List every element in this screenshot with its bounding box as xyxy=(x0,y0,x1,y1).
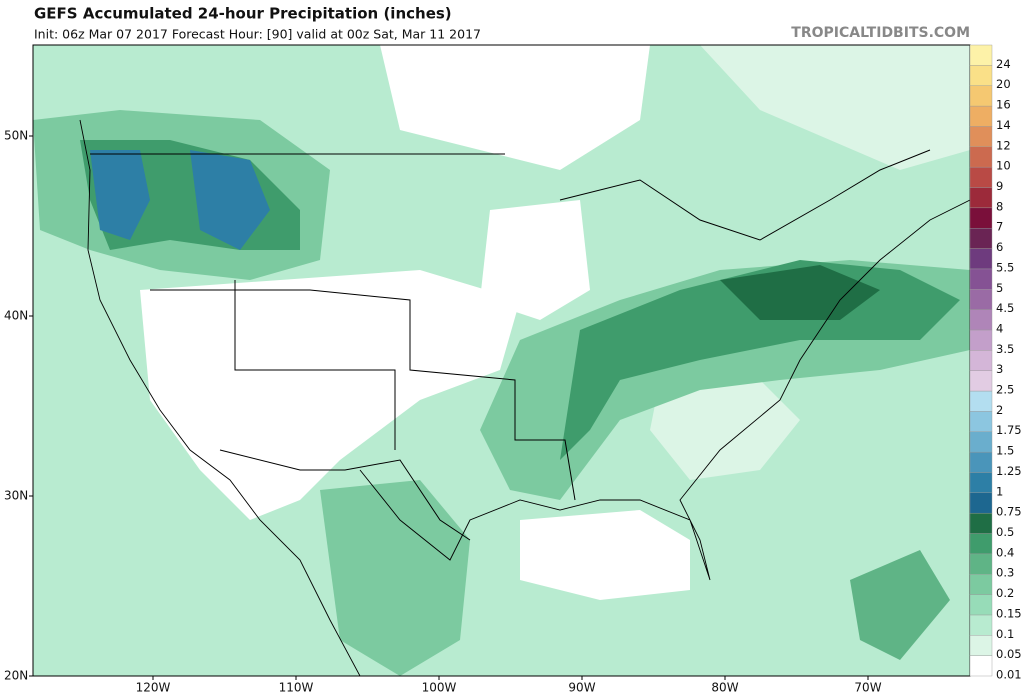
lon-labels: 120W 110W 100W 90W 80W 70W xyxy=(136,676,882,695)
colorbar-swatch xyxy=(969,329,993,351)
colorbar-swatch xyxy=(969,85,993,107)
colorbar-label: 6 xyxy=(996,240,1003,254)
colorbar-label: 0.15 xyxy=(996,606,1022,620)
colorbar-label: 0.3 xyxy=(996,566,1014,580)
watermark: TROPICALTIDBITS.COM xyxy=(791,25,970,41)
colorbar-label: 0.5 xyxy=(996,525,1014,539)
colorbar-label: 4.5 xyxy=(996,301,1014,315)
colorbar-label: 5.5 xyxy=(996,260,1014,274)
colorbar-swatch xyxy=(969,512,993,534)
colorbar-swatch xyxy=(969,574,993,595)
colorbar-label: 2.5 xyxy=(996,383,1014,397)
colorbar-label: 14 xyxy=(996,118,1011,132)
colorbar-swatch xyxy=(969,411,993,432)
colorbar-swatch xyxy=(969,65,993,86)
colorbar-label: 16 xyxy=(996,98,1011,112)
colorbar-label: 24 xyxy=(996,57,1011,71)
colorbar-label: 5 xyxy=(996,281,1003,295)
subtitle: Init: 06z Mar 07 2017 Forecast Hour: [90… xyxy=(34,27,481,42)
colorbar-swatch xyxy=(969,472,993,494)
lat-label: 20N xyxy=(4,669,28,683)
lat-labels: 50N 40N 30N 20N xyxy=(4,129,33,683)
colorbar-swatch xyxy=(969,146,993,168)
colorbar-label: 1 xyxy=(996,484,1003,498)
colorbar-swatch xyxy=(969,227,993,249)
colorbar-swatch xyxy=(969,248,993,270)
colorbar-label: 0.05 xyxy=(996,647,1022,661)
colorbar-label: 10 xyxy=(996,159,1011,173)
colorbar-swatch xyxy=(969,166,993,188)
title: GEFS Accumulated 24-hour Precipitation (… xyxy=(34,5,452,23)
lon-label: 80W xyxy=(711,681,738,695)
colorbar-swatch xyxy=(969,492,993,514)
colorbar-swatch xyxy=(969,268,993,290)
colorbar-swatch xyxy=(969,655,993,677)
colorbar: 0.01 0.05 0.1 0.15 0.2 0.3 0.4 0.5 0.75 1 1.25 1.5 1… xyxy=(969,44,1022,682)
lon-label: 120W xyxy=(136,681,171,695)
colorbar-label: 3.5 xyxy=(996,342,1014,356)
colorbar-swatch xyxy=(969,105,993,127)
colorbar-label: 2 xyxy=(996,403,1003,417)
colorbar-swatch xyxy=(969,350,993,371)
colorbar-swatch xyxy=(969,44,993,66)
lat-label: 40N xyxy=(4,309,28,323)
colorbar-label: 1.5 xyxy=(996,444,1014,458)
colorbar-swatch xyxy=(969,207,993,229)
colorbar-swatch xyxy=(969,553,993,575)
colorbar-label: 20 xyxy=(996,77,1011,91)
colorbar-label: 0.01 xyxy=(996,668,1022,682)
colorbar-swatch xyxy=(969,370,993,392)
colorbar-swatch xyxy=(969,431,993,453)
colorbar-label: 7 xyxy=(996,220,1003,234)
lon-label: 100W xyxy=(422,681,457,695)
colorbar-label: 1.75 xyxy=(996,423,1022,437)
colorbar-swatch xyxy=(969,390,993,412)
map xyxy=(32,44,971,677)
colorbar-label: 9 xyxy=(996,179,1003,193)
colorbar-label: 3 xyxy=(996,362,1003,376)
colorbar-label: 0.1 xyxy=(996,627,1014,641)
lon-label: 70W xyxy=(854,681,881,695)
lon-label: 90W xyxy=(568,681,595,695)
colorbar-label: 0.75 xyxy=(996,505,1022,519)
colorbar-swatch xyxy=(969,635,993,656)
colorbar-swatch xyxy=(969,309,993,331)
colorbar-label: 8 xyxy=(996,199,1003,213)
colorbar-label: 12 xyxy=(996,138,1011,152)
lat-label: 50N xyxy=(4,129,28,143)
colorbar-swatch xyxy=(969,594,993,616)
colorbar-label: 0.4 xyxy=(996,545,1014,559)
lon-label: 110W xyxy=(279,681,314,695)
lat-label: 30N xyxy=(4,489,28,503)
colorbar-swatch xyxy=(969,126,993,147)
colorbar-swatch xyxy=(969,187,993,209)
colorbar-swatch xyxy=(969,289,993,310)
colorbar-label: 0.2 xyxy=(996,586,1014,600)
colorbar-swatch xyxy=(969,614,993,636)
colorbar-swatch xyxy=(969,533,993,555)
colorbar-swatch xyxy=(969,451,993,473)
colorbar-label: 4 xyxy=(996,321,1003,335)
colorbar-label: 1.25 xyxy=(996,464,1022,478)
